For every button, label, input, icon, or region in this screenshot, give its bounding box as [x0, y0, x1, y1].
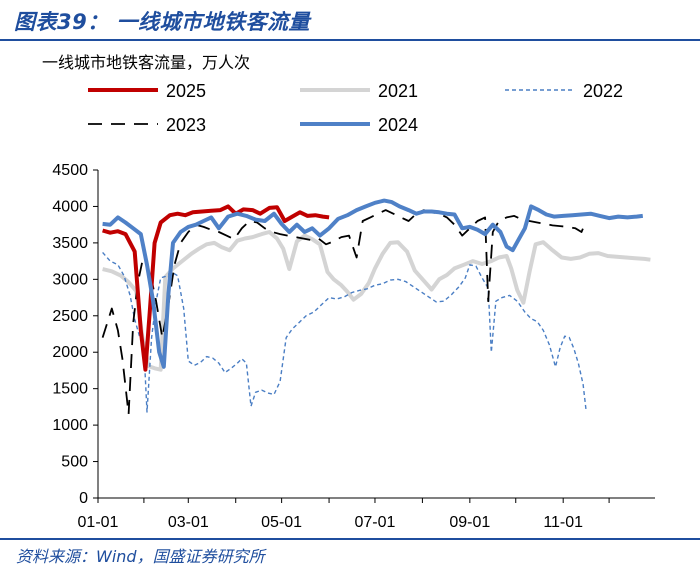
series-line-2022: [102, 251, 587, 413]
series-line-2024: [102, 198, 644, 369]
series-line-2025: [102, 204, 330, 372]
y-tick-label: 4000: [52, 198, 88, 215]
legend-label-2021: 2021: [378, 81, 418, 101]
y-tick-label: 1000: [52, 417, 88, 434]
y-tick-label: 3000: [52, 271, 88, 288]
x-tick-label: 07-01: [355, 514, 396, 531]
legend-label-2025: 2025: [166, 81, 206, 101]
x-tick-label: 05-01: [261, 514, 302, 531]
y-tick-label: 2000: [52, 344, 88, 361]
title-rule: [0, 39, 700, 41]
figure-title: 图表39： 一线城市地铁客流量: [14, 10, 311, 34]
y-tick-label: 500: [61, 454, 88, 471]
x-tick-label: 03-01: [168, 514, 209, 531]
x-tick-label: 01-01: [78, 514, 119, 531]
y-tick-label: 3500: [52, 235, 88, 252]
y-tick-label: 2500: [52, 308, 88, 325]
y-tick-label: 1500: [52, 381, 88, 398]
source-note: 资料来源：Wind，国盛证券研究所: [16, 547, 265, 566]
source-rule: [0, 538, 700, 540]
series-line-2021: [102, 230, 651, 372]
legend-label-2023: 2023: [166, 115, 206, 135]
legend-label-2024: 2024: [378, 115, 418, 135]
x-tick-label: 09-01: [449, 514, 490, 531]
legend-label-2022: 2022: [583, 81, 623, 101]
chart-subtitle: 一线城市地铁客流量，万人次: [42, 53, 251, 72]
x-tick-label: 11-01: [543, 514, 583, 531]
y-tick-label: 0: [79, 490, 88, 507]
y-tick-label: 4500: [52, 162, 88, 179]
